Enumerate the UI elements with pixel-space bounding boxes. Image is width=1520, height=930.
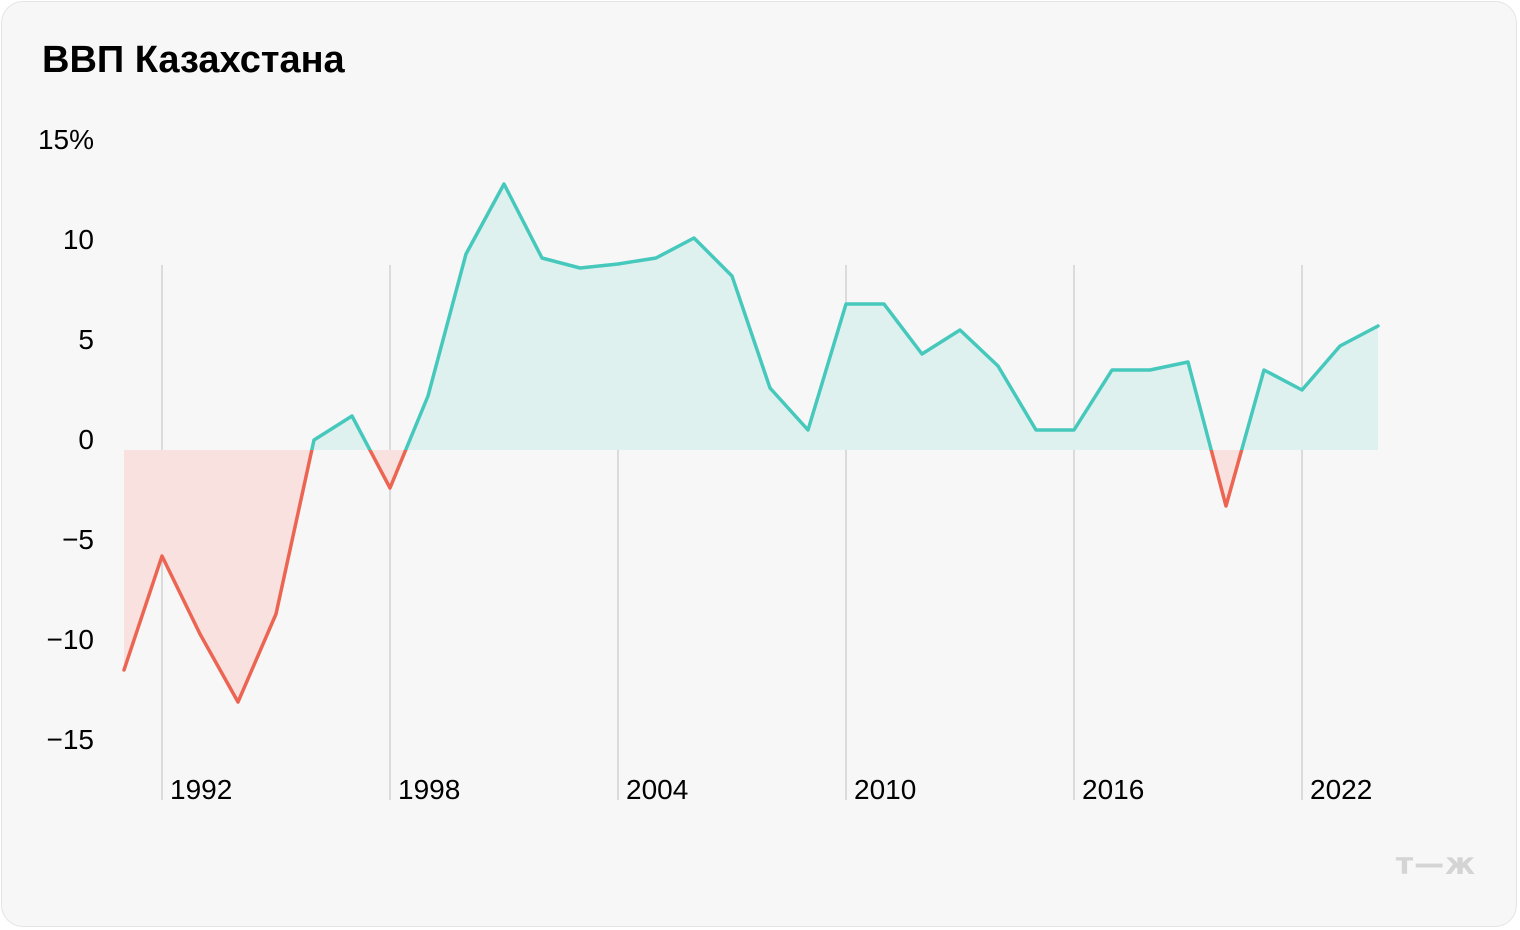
y-axis-labels: 15% 10 5 0 −5 −10 −15 [38,124,94,755]
positive-line [310,182,1380,450]
negative-area [124,450,1378,702]
chart-title: ВВП Казахстана [42,39,345,81]
line-layer [122,182,1380,704]
y-tick-label: −15 [47,724,95,755]
y-tick-label: 10 [63,224,94,255]
x-tick-label: 2010 [854,774,916,805]
x-tick-label: 1992 [170,774,232,805]
y-tick-label: 5 [78,324,94,355]
x-tick-label: 2004 [626,774,688,805]
y-tick-label: −5 [62,524,94,555]
x-tick-label: 2022 [1310,774,1372,805]
x-axis-labels: 1992 1998 2004 2010 2016 2022 [170,774,1372,805]
area-layer [124,184,1378,702]
x-tick-label: 1998 [398,774,460,805]
y-tick-label: 15% [38,124,94,155]
y-tick-label: −10 [47,624,95,655]
brand-logo: т—ж [1395,847,1476,882]
y-tick-label: 0 [78,424,94,455]
positive-area [124,184,1378,450]
x-tick-label: 2016 [1082,774,1144,805]
